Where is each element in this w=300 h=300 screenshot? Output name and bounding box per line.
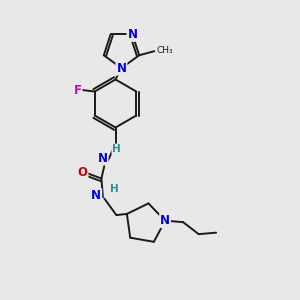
Text: N: N: [98, 152, 108, 165]
Text: N: N: [91, 189, 101, 202]
Text: O: O: [77, 166, 88, 179]
Text: N: N: [128, 28, 137, 41]
Text: H: H: [110, 184, 119, 194]
Text: CH₃: CH₃: [157, 46, 173, 55]
Text: F: F: [74, 83, 82, 97]
Text: N: N: [160, 214, 170, 227]
Text: N: N: [116, 61, 127, 75]
Text: H: H: [112, 144, 121, 154]
